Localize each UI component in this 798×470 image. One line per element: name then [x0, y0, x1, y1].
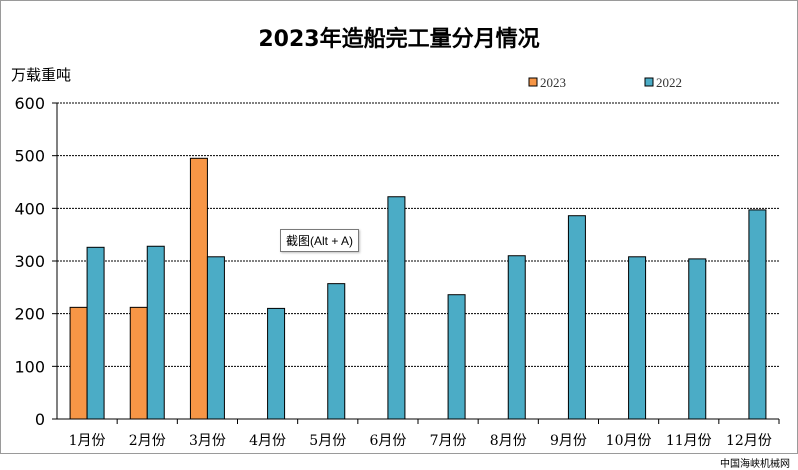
x-tick-label: 7月份: [430, 433, 467, 449]
bar-2022-8: [507, 255, 526, 420]
legend: 2023 2022: [528, 75, 682, 90]
bar-2022-12: [748, 209, 767, 420]
y-tick-label: 400: [14, 199, 45, 218]
bar-2022-2: [146, 245, 165, 420]
bar-2022-11: [688, 258, 707, 420]
chart-frame: 2023年造船完工量分月情况 万载重吨 2023 2022 0 100 200 300 4…: [0, 0, 798, 454]
y-axis-unit: 万载重吨: [11, 66, 71, 84]
y-tick-label: 100: [14, 357, 45, 376]
legend-label-2023: 2023: [540, 75, 566, 90]
chart-title: 2023年造船完工量分月情况: [258, 26, 539, 52]
bar-2023-3: [189, 157, 208, 420]
bar-2022-5: [327, 283, 346, 420]
bar-2023-2: [129, 306, 148, 420]
legend-label-2022: 2022: [656, 75, 682, 90]
bar-2022-3: [206, 256, 225, 420]
bar-2023-1: [69, 306, 88, 420]
x-tick-label: 2月份: [129, 433, 166, 449]
x-tick-label: 6月份: [369, 433, 406, 449]
watermark: 中国海峡机械网: [720, 459, 790, 470]
y-axis-ticks: 0 100 200 300 400 500 600: [14, 94, 57, 429]
bar-2022-10: [628, 256, 647, 420]
x-tick-label: 12月份: [726, 433, 772, 449]
y-tick-label: 500: [14, 147, 45, 166]
bar-2022-1: [86, 246, 105, 420]
x-tick-label: 3月份: [189, 433, 226, 449]
bar-2022-9: [567, 215, 586, 420]
x-axis-ticks: 1月份 2月份 3月份 4月份 5月份 6月份 7月份 8月份 9月份 10月份 11月份 12月份: [69, 419, 780, 449]
bar-2022-6: [387, 196, 406, 420]
bar-2022-7: [447, 294, 466, 420]
legend-swatch-2023: [528, 77, 538, 87]
y-tick-label: 200: [14, 305, 45, 324]
gridlines: [57, 102, 779, 367]
bar-2022-4: [267, 307, 286, 420]
y-tick-label: 300: [14, 252, 45, 271]
bar-chart: 2023年造船完工量分月情况 万载重吨 2023 2022 0 100 200 300 4…: [11, 26, 780, 449]
bars: [69, 157, 767, 420]
x-tick-label: 10月份: [606, 433, 652, 449]
screenshot-tooltip: 截图(Alt + A): [280, 229, 360, 252]
x-tick-label: 5月份: [309, 433, 346, 449]
x-tick-label: 1月份: [69, 433, 106, 449]
x-tick-label: 4月份: [249, 433, 286, 449]
legend-swatch-2022: [644, 77, 654, 87]
x-tick-label: 9月份: [550, 433, 587, 449]
y-tick-label: 0: [35, 410, 45, 429]
x-tick-label: 11月份: [666, 433, 712, 449]
y-tick-label: 600: [14, 94, 45, 113]
x-tick-label: 8月份: [490, 433, 527, 449]
